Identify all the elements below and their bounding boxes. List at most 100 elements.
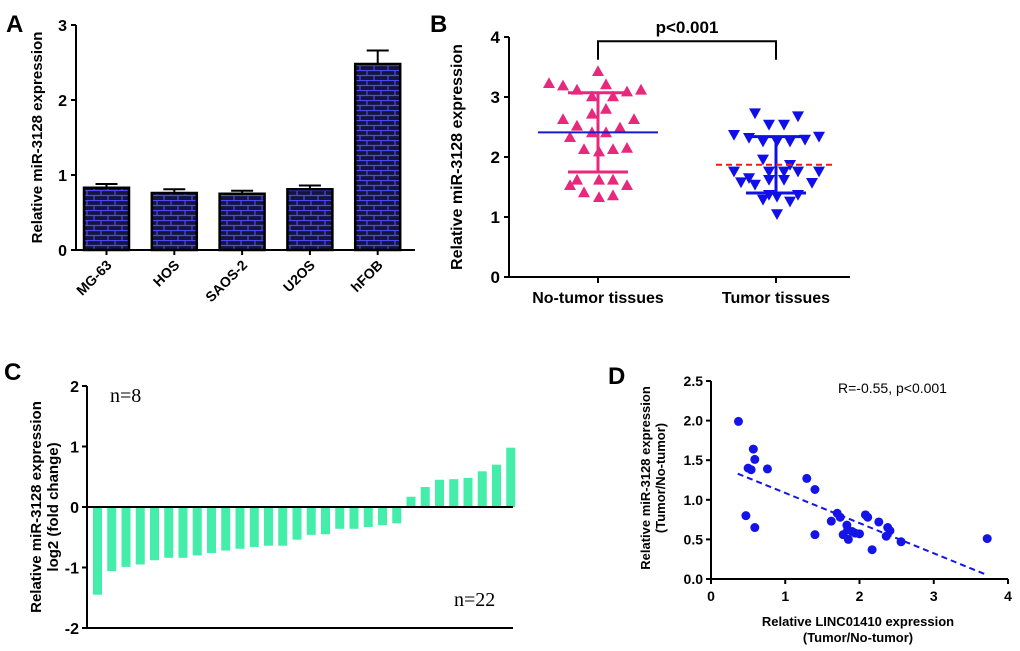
data-point (607, 143, 619, 154)
panel-label-d: D (608, 363, 625, 390)
y-axis-title-line1: Relative miR-3128 expression (28, 401, 45, 613)
bar (506, 447, 516, 507)
data-point (813, 166, 825, 178)
bar (492, 464, 501, 507)
panel-a-bar-chart: 0 1 2 3 Relative miR-3128 expression MG-63 HOS… (29, 18, 415, 305)
y-axis-title: Relative miR-3128 expression (449, 44, 466, 270)
y-tick-label: -2 (65, 621, 79, 638)
data-point (557, 79, 569, 91)
data-point (728, 130, 740, 141)
bar (477, 471, 487, 507)
bar (150, 507, 159, 561)
count-negative: n=22 (454, 589, 495, 611)
x-tick-label: 4 (1004, 588, 1012, 604)
data-point (763, 175, 775, 186)
data-point (564, 179, 576, 190)
data-point (571, 173, 583, 185)
y-axis-title-line2: log2 (fold change) (45, 442, 62, 571)
data-point (757, 194, 769, 206)
data-point (802, 473, 812, 483)
y-tick-label: 0.5 (684, 531, 704, 547)
y-tick-label: 1.0 (684, 492, 704, 508)
data-point (743, 133, 755, 144)
x-tick-label: U2OS (280, 257, 318, 295)
panel-label-a: A (6, 11, 23, 38)
data-point (749, 108, 761, 120)
panel-b-scatter-chart: 0 1 2 3 4 Relative miR-3128 expression No-tumo… (449, 18, 850, 307)
data-point (750, 454, 760, 464)
y-axis-title: Relative miR-3128 expression (29, 32, 46, 244)
data-point (757, 136, 769, 148)
data-point (792, 166, 804, 178)
data-point (741, 511, 751, 521)
y-tick-label: 1 (491, 208, 500, 227)
y-tick-label: 2.5 (684, 373, 704, 389)
x-tick-label: No-tumor tissues (532, 290, 664, 307)
data-point (763, 166, 775, 178)
x-tick-label: Tumor tissues (722, 290, 830, 307)
bar (107, 507, 117, 572)
y-tick-label: 2 (70, 379, 79, 396)
bar (463, 477, 473, 507)
bar (435, 479, 444, 507)
data-point (607, 189, 619, 201)
x-axis-title-line2: (Tumor/No-tumor) (803, 630, 913, 645)
y-tick-label: 3 (58, 18, 67, 35)
y-axis-title-line1: Relative miR-3128 expression (638, 386, 653, 570)
data-point (586, 107, 598, 119)
data-point (557, 113, 569, 124)
data-point (855, 529, 864, 539)
bar (406, 496, 416, 507)
y-tick-label: 0 (70, 500, 79, 517)
x-tick-label: HOS (150, 257, 183, 290)
bar (121, 507, 131, 567)
data-point (762, 464, 772, 474)
data-point (863, 512, 873, 522)
regression-line (737, 472, 988, 576)
bar (363, 507, 373, 527)
data-point (735, 177, 747, 189)
data-point (571, 119, 583, 131)
y-tick-label: 0 (58, 243, 67, 260)
bar (420, 487, 430, 507)
data-point (826, 516, 836, 526)
y-tick-label: -1 (65, 561, 79, 578)
data-point (621, 179, 633, 190)
y-tick-label: 0.0 (684, 571, 704, 587)
y-tick-label: 3 (491, 88, 500, 107)
data-point (763, 119, 775, 131)
data-point (792, 111, 804, 123)
x-tick-label: SAOS-2 (202, 257, 250, 305)
p-value-annotation: p<0.001 (656, 18, 719, 37)
x-tick-label: MG-63 (73, 257, 115, 299)
data-point (578, 143, 590, 154)
bar (82, 186, 131, 252)
bar (164, 507, 174, 558)
data-point (733, 416, 743, 426)
data-point (771, 209, 783, 220)
x-tick-label: 0 (707, 588, 715, 604)
bar (249, 507, 259, 547)
data-point (628, 113, 640, 124)
data-point (748, 444, 758, 454)
y-tick-label: 1.5 (684, 452, 704, 468)
data-point (757, 154, 769, 166)
x-tick-label: 2 (856, 588, 864, 604)
bar (221, 507, 231, 551)
bar (218, 192, 266, 252)
bar (93, 507, 102, 595)
bar (449, 479, 459, 507)
data-point (784, 196, 796, 208)
panel-label-b: B (430, 11, 447, 38)
data-point (543, 77, 555, 88)
bar (353, 62, 402, 252)
data-point (593, 191, 605, 202)
data-point (874, 517, 884, 527)
data-point (778, 166, 790, 178)
data-point (806, 178, 818, 189)
bar (150, 191, 199, 252)
bar (278, 507, 288, 546)
y-tick-label: 0 (491, 268, 500, 287)
data-point (749, 179, 761, 191)
